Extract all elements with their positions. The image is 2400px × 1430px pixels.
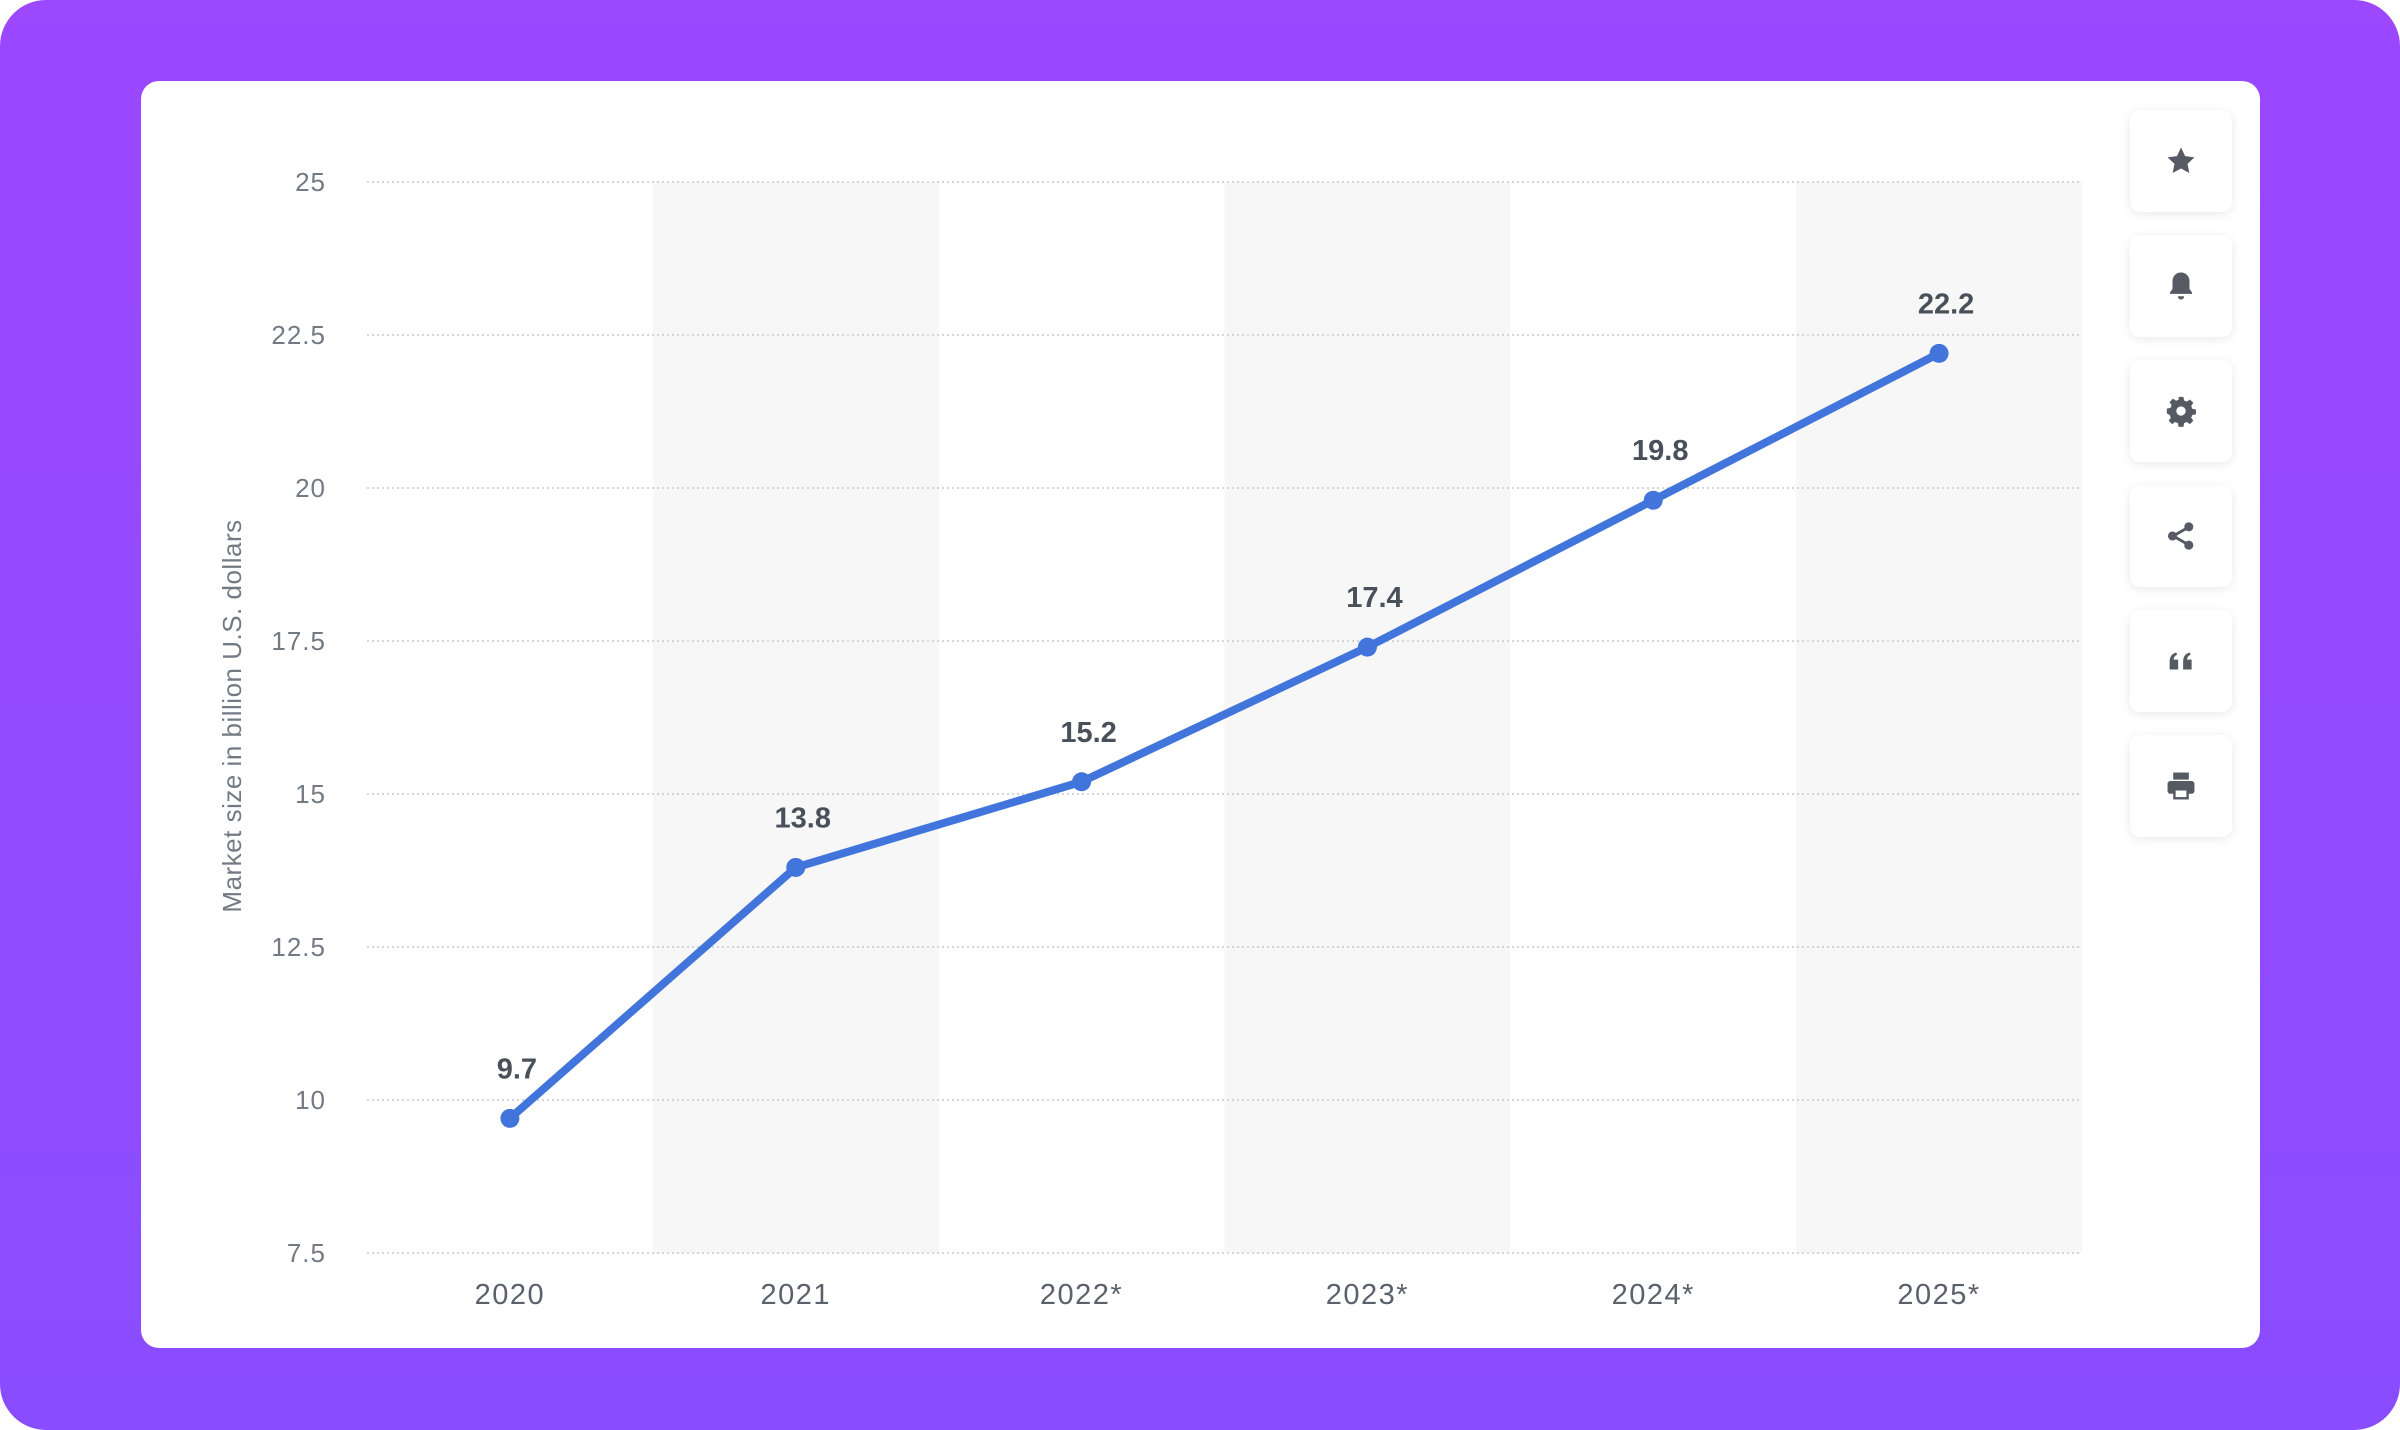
x-tick-label: 2022*	[1040, 1279, 1123, 1311]
printer-icon	[2167, 772, 2195, 800]
data-point	[1929, 343, 1949, 363]
y-tick-label: 17.5	[271, 626, 326, 656]
share-button[interactable]	[2130, 485, 2232, 587]
data-label: 22.2	[1918, 288, 1974, 320]
notification-button[interactable]	[2130, 235, 2232, 337]
y-tick-label: 20	[295, 473, 326, 503]
y-axis-ticks: 7.5 10 12.5 15 17.5 20 22.5 25	[271, 167, 326, 1268]
settings-button[interactable]	[2130, 360, 2232, 462]
x-axis-ticks: 2020 2021 2022* 2023* 2024* 2025*	[475, 1279, 1980, 1311]
data-labels: 9.7 13.8 15.2 17.4 19.8 22.2	[497, 288, 1975, 1085]
data-point	[786, 857, 806, 877]
column-band	[652, 182, 939, 1253]
share-icon	[2167, 522, 2194, 550]
cite-button[interactable]	[2130, 610, 2232, 712]
quote-icon	[2169, 652, 2192, 670]
x-tick-label: 2021	[760, 1279, 831, 1311]
data-point	[500, 1108, 520, 1128]
column-band	[1796, 182, 2082, 1253]
series-polyline	[505, 349, 1944, 1123]
print-button[interactable]	[2130, 735, 2232, 837]
y-tick-label: 10	[295, 1085, 326, 1115]
bell-icon	[2169, 272, 2193, 300]
data-label: 13.8	[775, 802, 831, 834]
bookmark-button[interactable]	[2130, 110, 2232, 212]
chart-toolbar	[2130, 110, 2232, 860]
data-label: 15.2	[1060, 717, 1116, 749]
gear-icon	[2166, 396, 2197, 427]
data-label: 17.4	[1346, 582, 1402, 614]
y-tick-label: 22.5	[271, 320, 326, 350]
data-label: 19.8	[1632, 435, 1688, 467]
chart-card: 7.5 10 12.5 15 17.5 20 22.5 25 2020 2021 2022* 202…	[141, 81, 2260, 1348]
y-tick-label: 15	[295, 779, 326, 809]
data-label: 9.7	[497, 1053, 537, 1085]
x-tick-label: 2020	[475, 1279, 546, 1311]
y-tick-label: 7.5	[287, 1238, 326, 1268]
grid-lines	[367, 181, 2082, 1254]
column-bands	[652, 182, 2082, 1253]
data-point	[1072, 772, 1092, 792]
series-line	[505, 349, 1944, 1123]
data-points	[500, 343, 1949, 1128]
y-tick-label: 12.5	[271, 932, 326, 962]
x-tick-label: 2025*	[1897, 1279, 1980, 1311]
column-band	[1224, 182, 1511, 1253]
data-point	[1643, 490, 1663, 510]
star-icon	[2167, 147, 2195, 174]
x-tick-label: 2023*	[1326, 1279, 1409, 1311]
y-axis-label: Market size in billion U.S. dollars	[217, 519, 247, 912]
x-tick-label: 2024*	[1612, 1279, 1695, 1311]
data-point	[1357, 637, 1377, 657]
y-tick-label: 25	[295, 167, 326, 197]
